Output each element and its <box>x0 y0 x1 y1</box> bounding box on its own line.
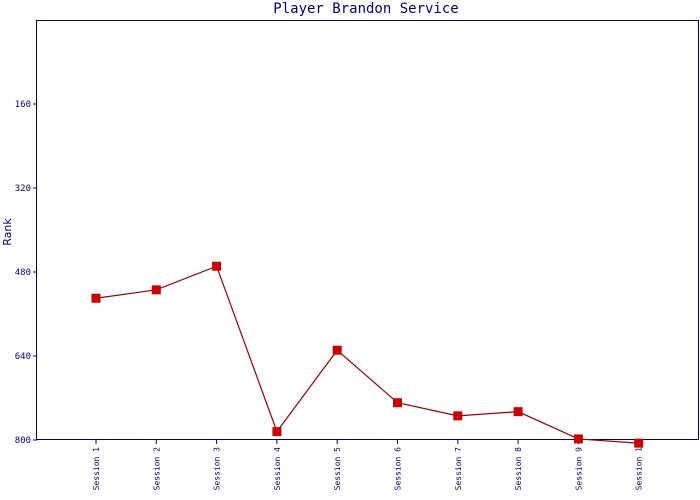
x-tick-label: Session 4 <box>273 447 282 491</box>
x-tick-label: Session 2 <box>152 447 161 491</box>
data-point-marker <box>332 345 342 355</box>
data-point-marker <box>91 293 101 303</box>
y-tick-label: 480 <box>15 268 31 278</box>
data-point-marker <box>573 434 583 444</box>
data-point-marker <box>151 285 161 295</box>
y-axis-ticks: 160 320 480 640 800 <box>15 100 37 446</box>
data-point-marker <box>634 438 644 448</box>
y-tick-label: 320 <box>15 184 31 194</box>
data-point-marker <box>393 398 402 408</box>
x-tick-label: Session 6 <box>394 447 403 491</box>
series-group <box>91 261 644 448</box>
data-point-marker <box>453 411 463 421</box>
x-tick-label: Session 3 <box>213 447 222 491</box>
x-tick-label: Session 1 <box>92 447 101 491</box>
plot-frame <box>36 20 699 440</box>
x-tick-label: Session 5 <box>333 447 342 491</box>
y-tick-label: 160 <box>15 100 31 110</box>
series-line <box>95 265 639 444</box>
y-tick-label: 640 <box>15 352 31 362</box>
y-axis-label: Rank <box>1 218 14 246</box>
chart-title: Player Brandon Service <box>273 1 458 17</box>
x-axis-ticks: Session 1 Session 2 Session 3 Session 4 Sess… <box>92 440 644 490</box>
x-tick-label: Session 8 <box>514 447 523 491</box>
x-tick-label: Session 1 <box>635 447 644 491</box>
data-point-marker <box>212 261 222 271</box>
x-tick-label: Session 7 <box>454 447 463 491</box>
x-tick-label: Session 9 <box>574 447 583 491</box>
y-tick-label: 800 <box>15 436 31 446</box>
data-point-marker <box>513 407 523 417</box>
data-point-marker <box>272 427 282 437</box>
